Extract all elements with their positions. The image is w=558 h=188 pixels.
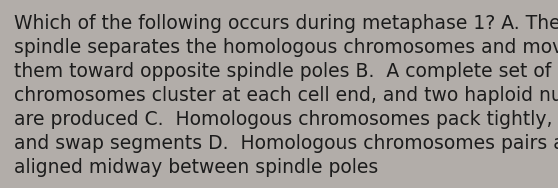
Text: aligned midway between spindle poles: aligned midway between spindle poles [14,158,378,177]
Text: Which of the following occurs during metaphase 1? A. The: Which of the following occurs during met… [14,14,558,33]
Text: and swap segments D.  Homologous chromosomes pairs are: and swap segments D. Homologous chromoso… [14,134,558,153]
Text: spindle separates the homologous chromosomes and moves: spindle separates the homologous chromos… [14,38,558,57]
Text: chromosomes cluster at each cell end, and two haploid nuclei: chromosomes cluster at each cell end, an… [14,86,558,105]
Text: them toward opposite spindle poles B.  A complete set of: them toward opposite spindle poles B. A … [14,62,551,81]
Text: are produced C.  Homologous chromosomes pack tightly, pair up,: are produced C. Homologous chromosomes p… [14,110,558,129]
